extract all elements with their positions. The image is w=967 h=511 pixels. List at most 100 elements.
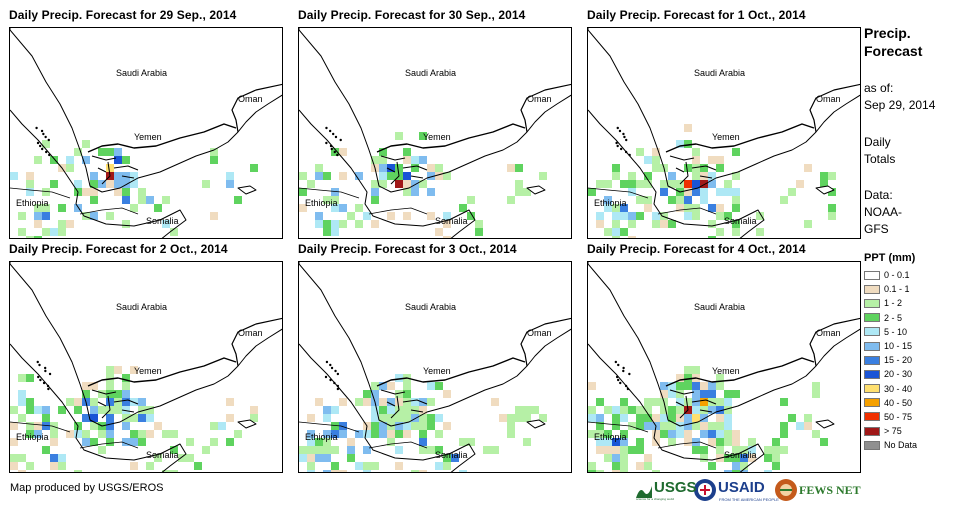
data-line-3: GFS	[864, 222, 889, 236]
partner-logos: USGS science for a changing world USAID …	[634, 476, 861, 504]
data-source-block: Data: NOAA- GFS	[864, 187, 902, 238]
panel-title: Daily Precip. Forecast for 30 Sep., 2014	[298, 8, 526, 22]
place-label-oman: Oman	[238, 328, 263, 338]
legend-label: 2 - 5	[884, 312, 903, 323]
panel-title: Daily Precip. Forecast for 4 Oct., 2014	[587, 242, 806, 256]
panel-title: Daily Precip. Forecast for 3 Oct., 2014	[298, 242, 517, 256]
legend-swatch	[864, 355, 880, 365]
place-label-yemen: Yemen	[423, 366, 451, 376]
title-line-2: Forecast	[864, 43, 923, 59]
place-label-ethiopia: Ethiopia	[594, 432, 627, 442]
place-label-somalia: Somalia	[724, 216, 757, 226]
legend-label: 15 - 20	[884, 355, 913, 366]
place-label-ethiopia: Ethiopia	[305, 432, 338, 442]
legend-item: 0.1 - 1	[864, 282, 917, 296]
place-label-saudi: Saudi Arabia	[116, 302, 168, 312]
title-line-1: Precip.	[864, 25, 911, 41]
map-graphic	[10, 262, 282, 472]
panel-title: Daily Precip. Forecast for 29 Sep., 2014	[9, 8, 237, 22]
legend-swatch	[864, 398, 880, 408]
legend-item: 1 - 2	[864, 296, 917, 310]
usaid-logo: USAID	[718, 479, 765, 496]
legend-label: > 75	[884, 426, 902, 437]
panel-title: Daily Precip. Forecast for 2 Oct., 2014	[9, 242, 228, 256]
panel-title: Daily Precip. Forecast for 1 Oct., 2014	[587, 8, 806, 22]
legend-item: 5 - 10	[864, 325, 917, 339]
legend-item: 30 - 40	[864, 382, 917, 396]
legend-item: 20 - 30	[864, 367, 917, 381]
legend-swatch	[864, 384, 880, 394]
place-label-saudi: Saudi Arabia	[694, 68, 746, 78]
place-label-saudi: Saudi Arabia	[405, 302, 457, 312]
place-label-somalia: Somalia	[724, 450, 757, 460]
data-line-2: NOAA-	[864, 205, 903, 219]
legend-label: 40 - 50	[884, 397, 913, 408]
place-label-somalia: Somalia	[146, 216, 179, 226]
legend-label: 1 - 2	[884, 298, 903, 309]
legend-label: 20 - 30	[884, 369, 913, 380]
place-label-somalia: Somalia	[435, 450, 468, 460]
legend-item: 2 - 5	[864, 311, 917, 325]
legend-label: 50 - 75	[884, 411, 913, 422]
map-graphic	[299, 28, 571, 238]
usaid-tagline: FROM THE AMERICAN PEOPLE	[719, 497, 779, 502]
legend-label: 10 - 15	[884, 341, 913, 352]
place-label-ethiopia: Ethiopia	[305, 198, 338, 208]
place-label-yemen: Yemen	[712, 132, 740, 142]
legend-label: 0 - 0.1	[884, 270, 910, 281]
place-label-oman: Oman	[527, 94, 552, 104]
legend-label: 5 - 10	[884, 326, 908, 337]
legend-label: No Data	[884, 440, 918, 451]
legend-item: No Data	[864, 438, 917, 452]
data-line-1: Data:	[864, 188, 893, 202]
fews-net-logo: FEWS NET	[799, 483, 861, 497]
legend-label: 30 - 40	[884, 383, 913, 394]
usgs-tagline: science for a changing world	[636, 497, 675, 501]
usgs-logo: USGS	[654, 479, 697, 496]
legend-item: 50 - 75	[864, 410, 917, 424]
totals-line-1: Daily	[864, 135, 891, 149]
map-graphic	[299, 262, 571, 472]
place-label-saudi: Saudi Arabia	[116, 68, 168, 78]
legend-swatch	[864, 284, 880, 294]
map-credit: Map produced by USGS/EROS	[10, 482, 164, 494]
map-graphic	[10, 28, 282, 238]
legend-swatch	[864, 426, 880, 436]
place-label-ethiopia: Ethiopia	[16, 198, 49, 208]
map-graphic	[588, 28, 860, 238]
place-label-oman: Oman	[816, 94, 841, 104]
legend-swatch	[864, 412, 880, 422]
forecast-map: Saudi Arabia Oman Yemen Ethiopia Somalia	[9, 27, 283, 239]
legend-swatch	[864, 341, 880, 351]
legend-swatch	[864, 369, 880, 379]
place-label-oman: Oman	[238, 94, 263, 104]
as-of-block: as of: Sep 29, 2014	[864, 80, 935, 114]
legend-item: 0 - 0.1	[864, 268, 917, 282]
legend-swatch	[864, 327, 880, 337]
legend-item: 15 - 20	[864, 353, 917, 367]
legend-item: > 75	[864, 424, 917, 438]
forecast-map: Saudi Arabia Oman Yemen Ethiopia Somalia	[587, 261, 861, 473]
totals-line-2: Totals	[864, 152, 896, 166]
place-label-yemen: Yemen	[134, 132, 162, 142]
legend-label: 0.1 - 1	[884, 284, 910, 295]
forecast-map: Saudi Arabia Oman Yemen Ethiopia Somalia	[9, 261, 283, 473]
place-label-saudi: Saudi Arabia	[694, 302, 746, 312]
as-of-date: Sep 29, 2014	[864, 98, 936, 112]
legend-title: PPT (mm)	[864, 252, 916, 264]
sidebar-title: Precip. Forecast	[864, 24, 922, 60]
place-label-somalia: Somalia	[146, 450, 179, 460]
place-label-saudi: Saudi Arabia	[405, 68, 457, 78]
as-of-label: as of:	[864, 81, 894, 95]
usgs-wave-icon	[636, 486, 652, 498]
legend-swatch	[864, 440, 880, 450]
legend-swatch	[864, 270, 880, 280]
place-label-yemen: Yemen	[423, 132, 451, 142]
place-label-yemen: Yemen	[134, 366, 162, 376]
place-label-oman: Oman	[527, 328, 552, 338]
place-label-somalia: Somalia	[435, 216, 468, 226]
legend-item: 10 - 15	[864, 339, 917, 353]
legend-swatch	[864, 313, 880, 323]
place-label-ethiopia: Ethiopia	[594, 198, 627, 208]
legend-swatch	[864, 298, 880, 308]
